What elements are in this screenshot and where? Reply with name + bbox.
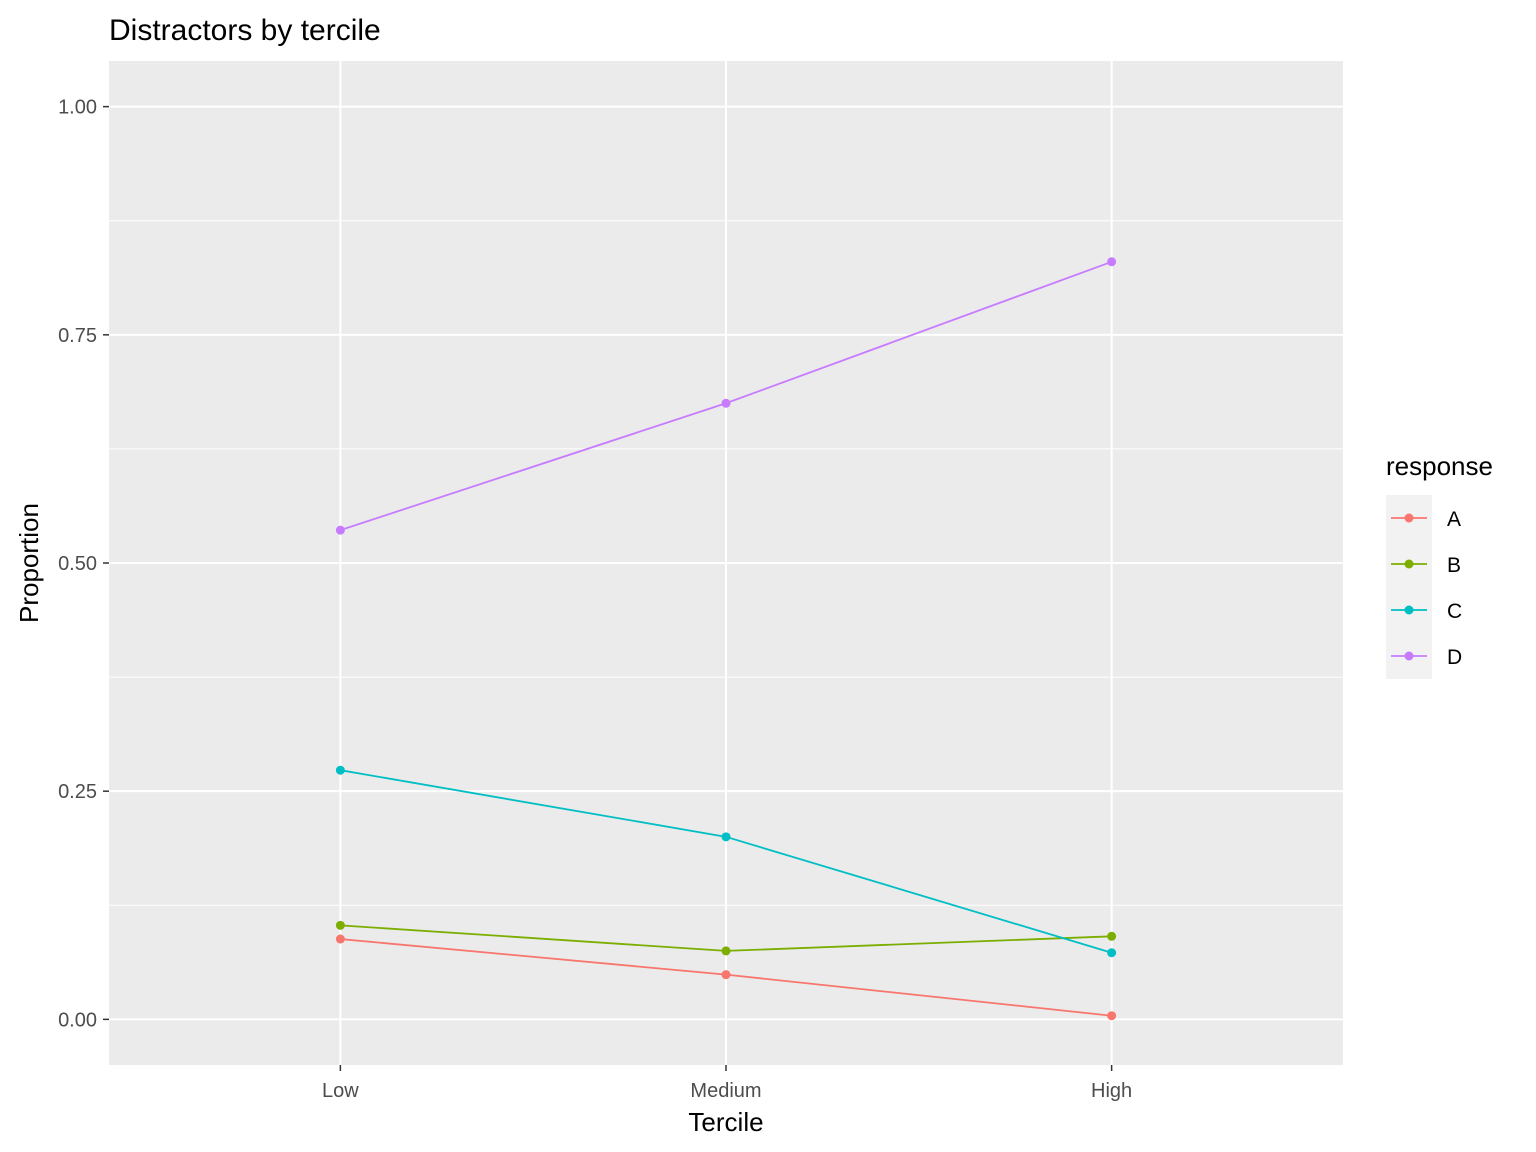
x-tick-label: Medium bbox=[690, 1080, 761, 1102]
y-tick-label: 0.25 bbox=[58, 781, 97, 803]
data-point-a bbox=[1107, 1011, 1117, 1021]
data-point-d bbox=[721, 398, 731, 408]
y-tick-label: 0.50 bbox=[58, 553, 97, 575]
x-tick-label: Low bbox=[322, 1080, 359, 1102]
legend-key-point bbox=[1404, 605, 1414, 615]
y-axis-title: Proportion bbox=[14, 503, 44, 623]
legend-label-c: C bbox=[1447, 600, 1462, 623]
y-axis: 0.00 0.25 0.50 0.75 1.00 bbox=[58, 97, 109, 1031]
y-tick-label: 0.00 bbox=[58, 1009, 97, 1031]
legend-label-d: D bbox=[1447, 646, 1462, 669]
x-axis-title: Tercile bbox=[688, 1107, 763, 1137]
legend-key-point bbox=[1404, 513, 1414, 523]
legend-key-background bbox=[1386, 495, 1432, 679]
legend-title: response bbox=[1386, 451, 1493, 481]
data-point-b bbox=[721, 946, 731, 956]
series-layer bbox=[335, 257, 1117, 1021]
y-tick-label: 0.75 bbox=[58, 325, 97, 347]
chart-title: Distractors by tercile bbox=[109, 14, 381, 47]
data-point-a bbox=[721, 970, 731, 980]
y-tick-label: 1.00 bbox=[58, 97, 97, 119]
data-point-a bbox=[335, 934, 345, 944]
data-point-c bbox=[721, 832, 731, 842]
legend-label-b: B bbox=[1447, 554, 1461, 577]
major-gridlines bbox=[109, 61, 1343, 1065]
data-point-b bbox=[335, 920, 345, 930]
legend-key-point bbox=[1404, 559, 1414, 569]
legend-label-a: A bbox=[1447, 508, 1461, 531]
legend-key-point bbox=[1404, 651, 1414, 661]
data-point-c bbox=[1107, 948, 1117, 958]
data-point-d bbox=[1107, 257, 1117, 267]
data-point-d bbox=[335, 525, 345, 535]
data-point-c bbox=[335, 765, 345, 775]
data-point-b bbox=[1107, 931, 1117, 941]
x-tick-label: High bbox=[1091, 1080, 1132, 1102]
x-axis: Low Medium High bbox=[322, 1065, 1132, 1102]
